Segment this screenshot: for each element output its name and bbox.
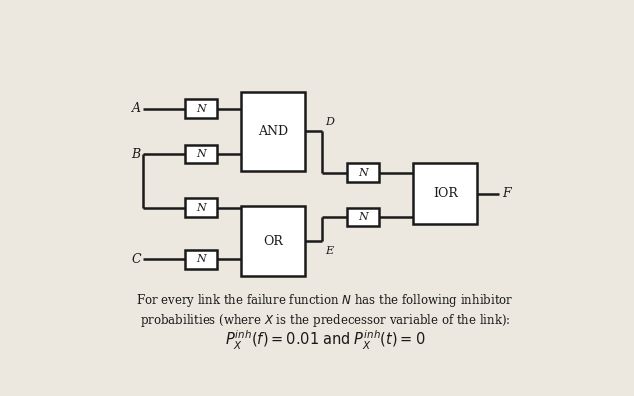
Text: E: E <box>325 246 333 256</box>
Bar <box>347 164 379 182</box>
Text: C: C <box>131 253 141 266</box>
Bar <box>347 208 379 226</box>
Text: A: A <box>132 102 141 115</box>
Bar <box>185 250 217 268</box>
Text: OR: OR <box>263 235 283 248</box>
Text: For every link the failure function $N$ has the following inhibitor: For every link the failure function $N$ … <box>136 292 514 309</box>
Text: N: N <box>196 149 206 159</box>
Text: N: N <box>196 103 206 114</box>
Text: probabilities (where $X$ is the predecessor variable of the link):: probabilities (where $X$ is the predeces… <box>139 312 510 329</box>
Bar <box>413 164 477 225</box>
Text: IOR: IOR <box>433 187 458 200</box>
Text: F: F <box>502 187 510 200</box>
Text: N: N <box>358 212 368 222</box>
Text: N: N <box>196 255 206 265</box>
Bar <box>185 145 217 164</box>
Bar <box>242 206 306 276</box>
Text: D: D <box>325 117 333 127</box>
Text: AND: AND <box>258 125 288 138</box>
Bar <box>185 99 217 118</box>
Text: B: B <box>131 148 141 161</box>
Text: $P_X^{inh}(f) = 0.01\;\mathrm{and}\;P_X^{inh}(t) = 0$: $P_X^{inh}(f) = 0.01\;\mathrm{and}\;P_X^… <box>224 329 425 352</box>
Bar <box>242 92 306 171</box>
Text: N: N <box>358 168 368 177</box>
Text: N: N <box>196 203 206 213</box>
Bar <box>185 198 217 217</box>
